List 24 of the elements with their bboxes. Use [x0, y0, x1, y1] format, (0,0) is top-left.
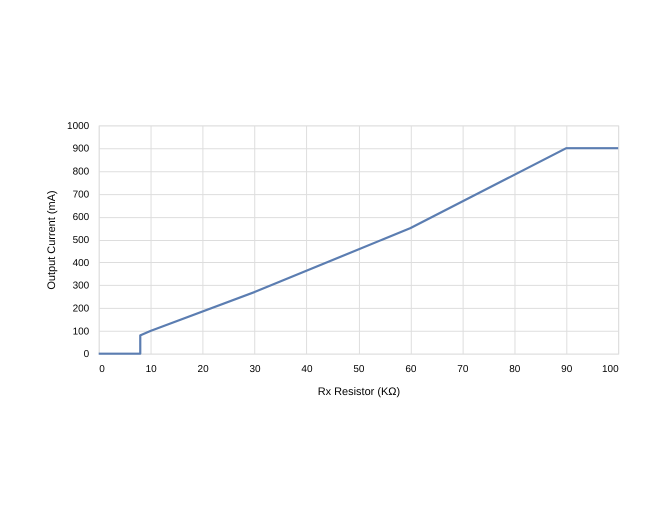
- x-tick-label: 60: [405, 364, 417, 376]
- y-tick-label: 300: [72, 280, 90, 292]
- y-tick-label: 200: [72, 304, 90, 315]
- x-tick-label: 100: [602, 364, 620, 376]
- y-tick-label: 400: [72, 258, 90, 269]
- x-tick-label: 70: [457, 364, 469, 376]
- y-tick-label: 500: [72, 235, 90, 246]
- y-tick-label: 800: [72, 166, 90, 178]
- x-axis-title: Rx Resistor (KΩ): [318, 386, 400, 398]
- y-tick-label: 700: [72, 189, 90, 200]
- x-tick-label: 50: [353, 364, 365, 376]
- x-tick-label: 80: [509, 364, 521, 376]
- x-tick-label: 0: [99, 364, 106, 376]
- x-tick-label: 30: [249, 364, 262, 376]
- x-tick-label: 10: [146, 364, 158, 376]
- y-tick-label: 0: [84, 349, 90, 360]
- x-tick-label: 40: [301, 364, 313, 376]
- x-tick-label: 90: [561, 364, 573, 376]
- y-tick-label: 100: [72, 326, 90, 338]
- x-tick-label: 20: [198, 364, 210, 376]
- y-tick-label: 1000: [67, 120, 90, 132]
- y-tick-label: 600: [72, 212, 90, 224]
- y-tick-label: 900: [72, 144, 90, 155]
- y-axis-title: Output Current (mA): [46, 190, 58, 290]
